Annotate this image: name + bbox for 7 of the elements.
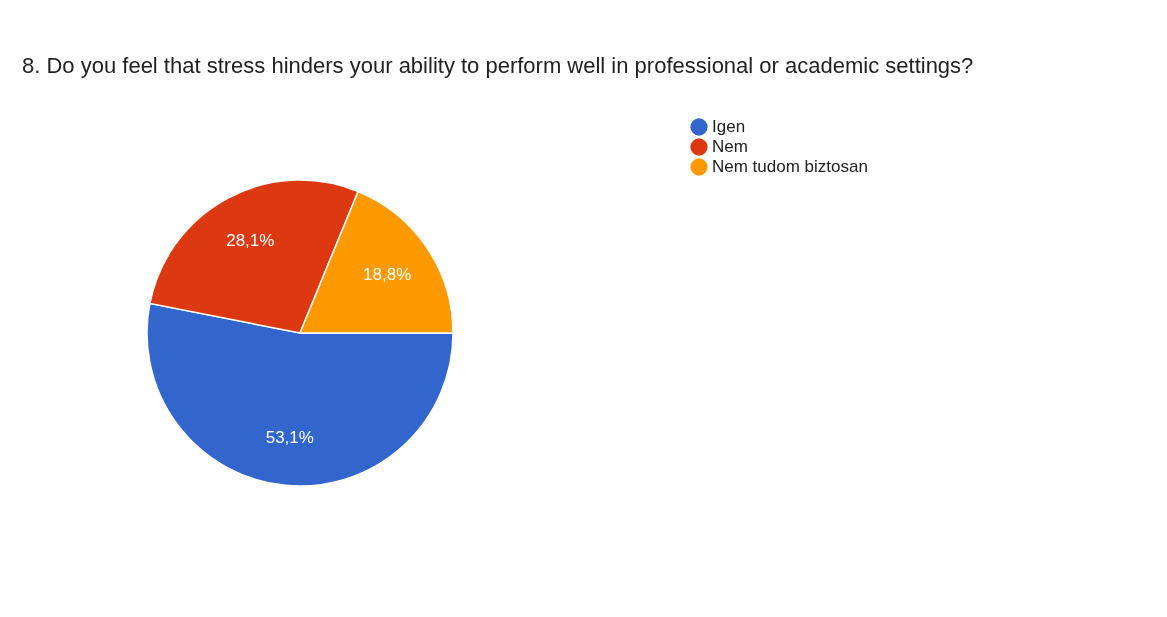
chart-title: 8. Do you feel that stress hinders your ability to perform well in professional or academic settings? <box>22 53 974 78</box>
data-label: 53,1% <box>265 427 314 447</box>
data-label: 28,1% <box>226 230 275 250</box>
legend-label: Igen <box>712 117 746 136</box>
data-label: 18,8% <box>363 264 412 284</box>
legend-label: Nem <box>712 137 748 156</box>
legend-label: Nem tudom biztosan <box>712 157 868 176</box>
